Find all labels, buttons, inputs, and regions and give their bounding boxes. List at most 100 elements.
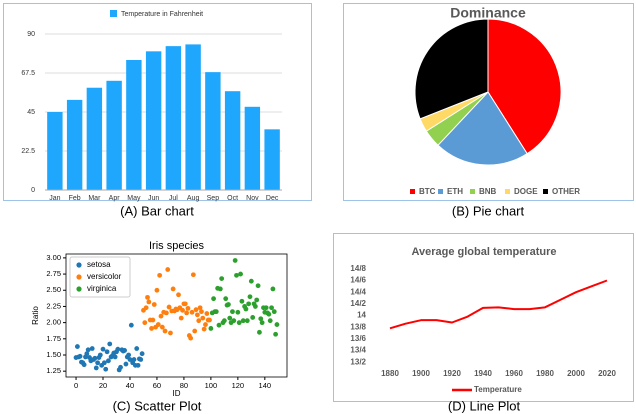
- line: [389, 279, 608, 330]
- caption: (D) Line Plot: [448, 398, 521, 413]
- bar: [126, 60, 142, 190]
- point: [254, 297, 260, 303]
- legend-marker: [76, 274, 82, 280]
- point: [122, 348, 127, 353]
- point: [273, 331, 279, 337]
- point: [217, 286, 223, 292]
- point: [247, 294, 253, 300]
- legend-label: BTC: [419, 187, 436, 196]
- x-tick-label: 2020: [598, 369, 616, 378]
- bar: [47, 112, 63, 190]
- x-tick-label: 0: [74, 381, 78, 390]
- point: [258, 316, 264, 322]
- point: [240, 318, 246, 324]
- x-tick-label: Jan: [49, 195, 60, 202]
- legend-label: virginica: [87, 284, 117, 293]
- x-tick-label: 140: [259, 381, 272, 390]
- x-tick-label: Jul: [169, 195, 178, 202]
- point: [150, 317, 156, 323]
- bar: [264, 129, 280, 190]
- point: [232, 258, 238, 263]
- point: [84, 351, 90, 357]
- point: [269, 305, 274, 311]
- bar: [66, 99, 83, 190]
- point: [127, 357, 133, 362]
- point: [216, 322, 222, 328]
- point: [274, 322, 280, 327]
- chart-title: Iris species: [149, 240, 205, 252]
- point: [93, 365, 99, 371]
- point: [146, 299, 152, 305]
- bar: [165, 46, 182, 191]
- x-tick-label: Mar: [88, 195, 101, 202]
- caption: (B) Pie chart: [452, 203, 525, 218]
- x-tick-label: 1980: [536, 369, 554, 378]
- point: [266, 311, 272, 317]
- point: [149, 326, 154, 331]
- point: [134, 346, 140, 351]
- y-tick-label: 90: [27, 31, 35, 38]
- panel-border: [343, 3, 634, 201]
- bar: [205, 72, 221, 190]
- point: [107, 341, 113, 347]
- point: [238, 271, 243, 277]
- point: [188, 335, 194, 341]
- x-tick-label: Dec: [266, 195, 279, 202]
- legend-swatch: [470, 189, 475, 194]
- point: [85, 347, 91, 353]
- legend-label: versicolor: [87, 272, 122, 281]
- legend-marker: [76, 262, 82, 268]
- y-tick-label: 45: [27, 109, 35, 116]
- x-tick-label: May: [127, 195, 141, 202]
- x-tick-label: Nov: [246, 195, 259, 202]
- bar: [106, 80, 122, 190]
- point: [155, 322, 161, 327]
- x-tick-label: 120: [232, 381, 245, 390]
- point: [255, 283, 261, 289]
- bar: [185, 44, 201, 191]
- point: [100, 346, 106, 352]
- x-tick-label: 1880: [381, 369, 399, 378]
- y-tick-label: 14/2: [350, 299, 366, 308]
- pie-slice: [414, 18, 489, 120]
- point: [267, 318, 273, 324]
- legend-label: Temperature: [474, 385, 522, 394]
- chart-title: Dominance: [450, 5, 526, 21]
- point: [230, 309, 235, 315]
- point: [176, 292, 181, 298]
- point: [178, 315, 184, 321]
- point: [192, 328, 198, 334]
- point: [166, 304, 172, 310]
- point: [257, 329, 262, 335]
- point: [138, 357, 144, 362]
- point: [104, 349, 110, 355]
- point: [239, 298, 245, 304]
- point: [185, 305, 191, 311]
- caption: (C) Scatter Plot: [113, 398, 202, 413]
- point: [180, 307, 185, 313]
- point: [227, 315, 233, 321]
- point: [95, 360, 101, 366]
- x-tick-label: 2000: [567, 369, 585, 378]
- point: [194, 312, 200, 318]
- bar: [224, 91, 241, 190]
- point: [235, 309, 241, 315]
- point: [243, 306, 249, 312]
- point: [236, 320, 242, 326]
- legend-label: Temperature in Fahrenheit: [121, 11, 203, 18]
- point: [139, 351, 145, 357]
- point: [271, 309, 277, 315]
- point: [223, 296, 229, 302]
- point: [145, 294, 150, 300]
- legend-swatch: [543, 189, 548, 194]
- point: [200, 315, 206, 321]
- point: [162, 328, 168, 334]
- y-tick-label: 67.5: [21, 70, 35, 77]
- y-tick-label: 1.75: [46, 334, 61, 343]
- point: [226, 302, 231, 307]
- point: [207, 317, 212, 323]
- point: [182, 301, 188, 307]
- x-tick-label: Feb: [69, 195, 81, 202]
- point: [211, 296, 216, 302]
- legend-box: [69, 256, 131, 298]
